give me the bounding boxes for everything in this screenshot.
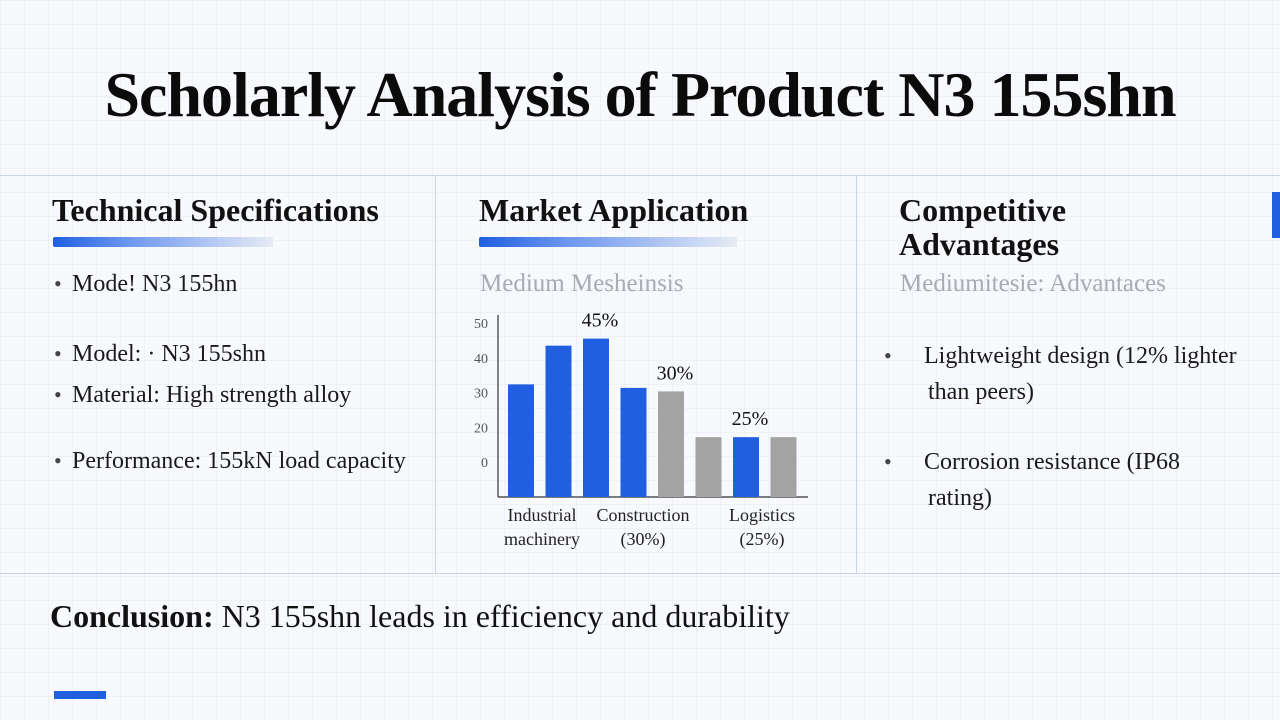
market-heading: Market Application [479,192,749,228]
chart-bar [770,437,797,497]
competitive-heading: Competitive Advantages [899,193,1066,261]
chart-y-tick-label: 20 [474,421,488,436]
tech-bullet-3: • Material: High strength alloy [54,377,351,413]
market-subtitle: Medium Mesheinsis [480,270,684,297]
chart-category-label: Industrial [508,505,577,525]
column-divider-2 [856,175,857,573]
bullet-dot: • [54,448,62,473]
chart-category-label: (25%) [740,529,785,550]
competitive-bullet-1: • Lightweight design (12% lighter than pe… [884,338,1238,410]
column-divider-1 [435,175,436,573]
chart-y-tick-label: 40 [474,352,488,367]
chart-data-label: 45% [582,310,619,332]
chart-bar [545,345,572,497]
chart-bar [733,437,759,497]
footer-accent-bar [54,691,106,699]
chart-data-label: 25% [732,408,769,430]
tech-heading-underline [53,237,273,247]
chart-bar [658,391,684,497]
competitive-subtitle: Mediumitesie: Advantaces [900,270,1166,297]
bullet-dot: • [54,341,62,366]
chart-bar [583,338,609,497]
chart-y-tick-label: 30 [474,387,488,402]
tech-bullet-1: • Mode! N3 155hn [54,266,237,302]
top-divider [0,175,1280,176]
chart-bar [695,437,722,497]
right-edge-accent [1272,192,1280,238]
chart-category-label: (30%) [621,529,666,550]
bullet-dot: • [884,343,892,368]
conclusion-label: Conclusion: [50,598,214,634]
market-bar-chart: 0 20 30 40 50 45% 30% 25% Industrial machinery Con… [474,310,808,550]
chart-data-label: 30% [657,362,694,384]
chart-bar [508,384,534,497]
market-heading-underline [479,237,737,247]
competitive-bullet-2: • Corrosion resistance (IP68 rating) [884,444,1228,516]
competitive-heading-line1: Competitive [899,192,1067,228]
tech-bullet-2: • Model: · N3 155shn [54,336,266,372]
tech-bullet-4: • Performance: 155kN load capacity [54,443,406,479]
competitive-heading-line2: Advantages [899,226,1060,262]
chart-category-label: machinery [504,529,580,549]
chart-y-tick-label: 50 [474,317,488,332]
conclusion: Conclusion: N3 155shn leads in efficienc… [50,598,790,635]
bullet-dot: • [54,382,62,407]
chart-bar [620,387,647,497]
conclusion-text: N3 155shn leads in efficiency and durabi… [213,598,790,634]
chart-category-label: Logistics [729,505,795,525]
page-title: Scholarly Analysis of Product N3 155shn [104,59,1176,130]
bullet-dot: • [54,271,62,296]
bottom-divider [0,573,1280,574]
chart-y-tick-label: 0 [481,456,488,471]
bullet-dot: • [884,449,892,474]
chart-category-label: Construction [597,505,690,525]
tech-heading: Technical Specifications [52,192,379,228]
